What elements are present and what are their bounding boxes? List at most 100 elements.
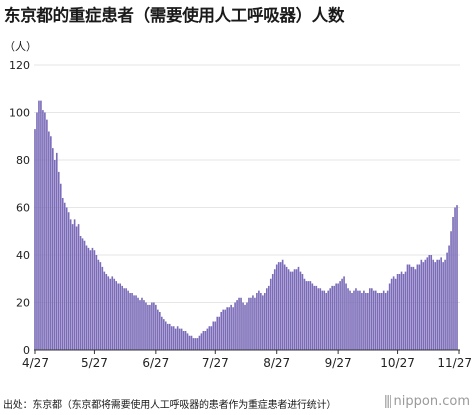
source-note: 出处：东京都（东京都将需要使用人工呼吸器的患者作为重症患者进行统计）	[3, 400, 337, 411]
bar	[34, 129, 36, 351]
bar	[46, 119, 48, 351]
bar	[208, 326, 211, 350]
bar	[172, 326, 175, 350]
bar	[67, 212, 70, 350]
bar	[444, 259, 446, 350]
bar	[402, 274, 405, 350]
bar	[159, 312, 161, 350]
bar	[267, 285, 270, 351]
bar	[180, 328, 183, 351]
bar	[297, 266, 300, 351]
bar	[418, 264, 421, 350]
bar	[125, 288, 127, 350]
bar	[430, 255, 433, 350]
bar	[386, 290, 389, 351]
bar	[422, 262, 425, 351]
bar	[303, 278, 306, 350]
bar	[220, 312, 223, 350]
bar	[347, 288, 349, 350]
bar	[127, 290, 129, 351]
bar	[248, 297, 250, 350]
bar	[153, 302, 155, 350]
bar	[50, 136, 52, 350]
chart-title: 东京都的重症患者（需要使用人工呼吸器）人数	[4, 6, 345, 25]
bar	[97, 259, 100, 350]
bar	[224, 309, 226, 351]
brand-mark-icon	[384, 395, 391, 408]
bar	[273, 269, 276, 350]
bar	[410, 266, 413, 351]
bar	[406, 264, 409, 350]
bar	[103, 271, 106, 351]
x-tick-label: 7/27	[202, 356, 229, 370]
bar-chart: 0 20 40 60 80 100 120 4/27 5/27 6/27 7/27 8/27 9/27 1…	[9, 59, 472, 370]
bar	[262, 295, 264, 351]
bar	[52, 148, 54, 351]
bar	[71, 224, 74, 351]
bar	[107, 276, 110, 351]
bar	[174, 328, 177, 351]
y-tick-label: 0	[23, 344, 30, 357]
bar	[178, 328, 181, 351]
bar	[343, 276, 345, 351]
bar	[309, 281, 312, 351]
bar	[113, 278, 116, 350]
bar	[40, 100, 42, 351]
y-tick-label: 40	[16, 249, 30, 262]
bar	[202, 331, 205, 350]
bar	[256, 293, 258, 350]
y-tick-label: 80	[16, 154, 30, 167]
bar	[222, 309, 225, 351]
x-tick-label: 6/27	[142, 356, 169, 370]
bar	[157, 309, 159, 351]
bar	[212, 321, 215, 350]
bar	[275, 264, 278, 350]
bar	[371, 288, 373, 350]
brand-name: nippon.com	[393, 394, 470, 409]
bar	[323, 290, 326, 351]
bar	[440, 257, 442, 351]
bar	[345, 283, 347, 350]
bar	[182, 331, 185, 350]
bar	[454, 207, 456, 350]
bar	[93, 250, 96, 350]
bar	[396, 274, 399, 350]
bar	[164, 321, 167, 350]
x-tick-label: 4/27	[22, 356, 49, 370]
bar	[61, 198, 64, 350]
bar	[400, 271, 403, 351]
bar	[380, 293, 383, 350]
bar	[436, 259, 438, 350]
bar	[69, 219, 72, 351]
bar	[384, 293, 387, 350]
bar	[38, 100, 40, 351]
bar	[315, 285, 318, 351]
bar	[337, 283, 339, 350]
bar	[361, 293, 363, 350]
bar	[48, 131, 50, 350]
bar	[240, 297, 242, 350]
bar	[434, 262, 437, 351]
bar	[438, 259, 440, 350]
bar	[115, 281, 118, 351]
bar	[319, 288, 322, 350]
bar	[317, 288, 320, 350]
bar	[216, 316, 219, 350]
bar	[313, 285, 316, 351]
bar	[190, 335, 193, 350]
bar	[176, 326, 179, 350]
bar	[287, 269, 290, 350]
bar	[355, 288, 357, 350]
bar	[57, 171, 60, 351]
bar	[135, 295, 137, 351]
bar	[44, 112, 46, 350]
x-tick-label: 10/27	[380, 356, 415, 370]
y-axis-unit-label: （人）	[4, 40, 37, 53]
bar	[301, 274, 304, 350]
bar	[392, 276, 395, 351]
bar	[252, 295, 254, 351]
bar	[349, 290, 351, 351]
axes: 0 20 40 60 80 100 120 4/27 5/27 6/27 7/27 8/27 9/27 1…	[9, 59, 472, 370]
bar	[111, 276, 114, 351]
bar	[230, 304, 232, 351]
